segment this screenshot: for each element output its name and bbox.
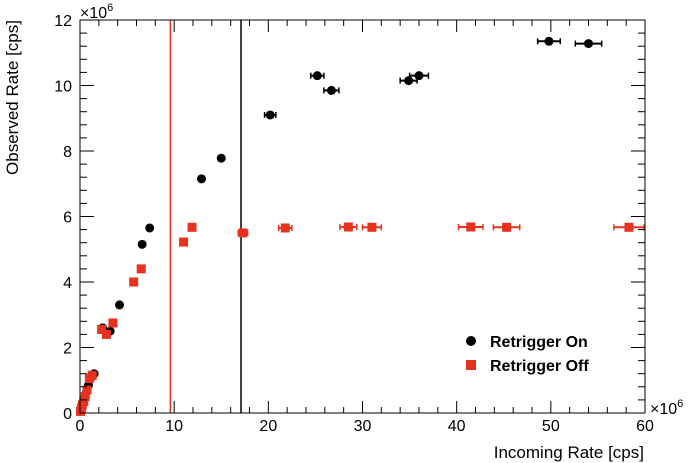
x-tick-label: 60 [636, 418, 654, 435]
data-point [87, 370, 97, 380]
legend-label-retrigger-on: Retrigger On [490, 334, 588, 351]
data-point [312, 71, 322, 81]
data-point [97, 324, 107, 334]
data-point [187, 222, 197, 232]
x-tick-label: 20 [259, 418, 277, 435]
y-axis-multiplier: ×106 [80, 2, 113, 22]
data-point [108, 318, 118, 328]
y-tick-label: 8 [63, 144, 72, 161]
data-point [326, 85, 336, 95]
data-point [404, 76, 414, 86]
data-point [343, 222, 353, 232]
legend-marker-retrigger-off [466, 360, 476, 370]
data-point [136, 264, 146, 274]
data-series [75, 36, 645, 416]
series-retrigger-off [75, 222, 645, 416]
data-point [414, 71, 424, 81]
x-axis-label: Incoming Rate [cps] [494, 443, 644, 462]
data-point [216, 153, 226, 163]
y-tick-label: 6 [63, 210, 72, 227]
x-tick-label: 0 [76, 418, 85, 435]
data-point [624, 222, 634, 232]
data-point [265, 110, 275, 120]
data-point [196, 174, 206, 184]
x-tick-label: 50 [542, 418, 560, 435]
data-point [584, 39, 593, 49]
data-point [238, 228, 248, 238]
legend-label-retrigger-off: Retrigger Off [490, 358, 589, 375]
reference-lines [169, 20, 242, 413]
y-tick-label: 12 [54, 13, 72, 30]
data-point [80, 392, 90, 402]
y-tick-label: 2 [63, 341, 72, 358]
plot-frame [79, 19, 646, 414]
data-point [544, 36, 554, 46]
y-tick-label: 4 [63, 275, 72, 292]
data-point [502, 222, 512, 232]
data-point [280, 223, 290, 233]
data-point [101, 329, 111, 339]
data-point [82, 385, 92, 395]
data-point [179, 237, 189, 247]
x-tick-label: 40 [448, 418, 466, 435]
data-point [115, 300, 125, 310]
legend: Retrigger On Retrigger Off [466, 334, 589, 375]
data-point [79, 397, 89, 407]
x-axis-multiplier: ×106 [650, 398, 683, 418]
data-point [367, 222, 377, 232]
y-tick-label: 0 [63, 406, 72, 423]
y-tick-label: 10 [54, 79, 72, 96]
data-point [129, 277, 139, 287]
axes: 0 10 20 30 40 50 60 0 2 4 6 8 10 12 [54, 13, 654, 435]
x-tick-label: 10 [165, 418, 183, 435]
y-axis-label: Observed Rate [cps] [3, 20, 22, 175]
legend-marker-retrigger-on [466, 336, 476, 346]
data-point [145, 223, 155, 233]
x-tick-label: 30 [354, 418, 372, 435]
data-point [137, 239, 147, 249]
data-point [466, 222, 476, 232]
